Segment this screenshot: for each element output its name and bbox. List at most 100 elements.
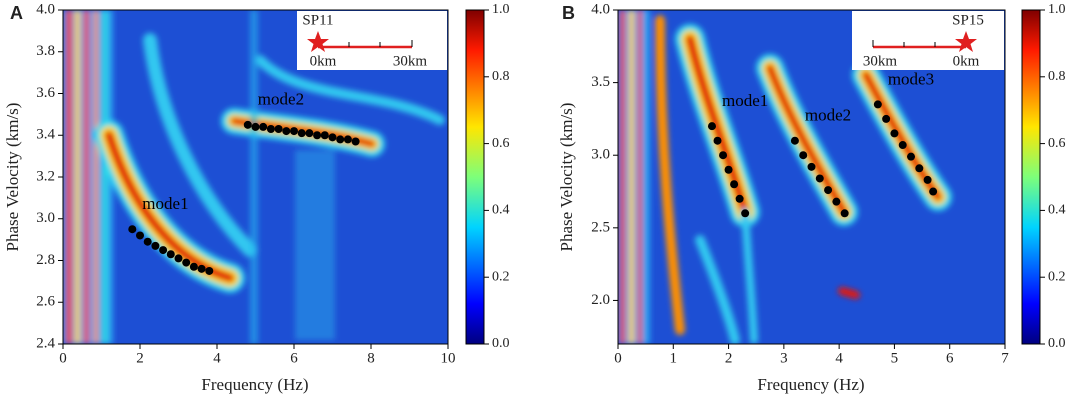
data-point xyxy=(898,141,907,150)
data-point xyxy=(182,258,191,267)
data-point xyxy=(923,175,932,184)
data-point xyxy=(713,136,722,145)
scale-label: 0km xyxy=(953,53,980,69)
x-tick-label: 6 xyxy=(946,350,954,366)
series-label: mode2 xyxy=(258,90,304,109)
y-tick-label: 3.8 xyxy=(36,43,55,59)
x-tick-label: 4 xyxy=(835,350,843,366)
x-tick-label: 3 xyxy=(780,350,788,366)
data-point xyxy=(336,135,345,144)
colorbar-tick-label: 0.8 xyxy=(1048,69,1066,84)
data-point xyxy=(343,135,352,144)
x-tick-label: 2 xyxy=(725,350,733,366)
data-point xyxy=(840,209,849,218)
series-label: mode1 xyxy=(722,91,768,110)
data-point xyxy=(724,165,733,174)
y-tick-label: 3.0 xyxy=(591,147,610,163)
colorbar xyxy=(1021,9,1041,345)
scale-label: 30km xyxy=(863,53,898,69)
data-point xyxy=(251,122,260,131)
y-tick-label: 2.0 xyxy=(591,292,610,308)
y-tick-label: 4.0 xyxy=(591,1,610,17)
y-tick-label: 2.6 xyxy=(36,294,55,310)
x-tick-label: 1 xyxy=(670,350,678,366)
data-point xyxy=(274,124,283,133)
data-point xyxy=(166,250,175,259)
x-tick-label: 5 xyxy=(891,350,899,366)
x-tick-label: 7 xyxy=(1001,350,1009,366)
data-point xyxy=(205,266,214,275)
data-point xyxy=(799,151,808,160)
x-tick-label: 4 xyxy=(213,350,221,366)
data-point xyxy=(735,194,744,203)
scale-label: 0km xyxy=(310,53,337,69)
data-point xyxy=(890,129,899,138)
data-point xyxy=(143,237,152,246)
data-point xyxy=(730,180,739,189)
x-axis-title: Frequency (Hz) xyxy=(757,375,864,394)
y-tick-label: 2.8 xyxy=(36,252,55,268)
data-point xyxy=(741,209,750,218)
data-point xyxy=(259,122,268,131)
panel-label: A xyxy=(10,3,23,23)
data-point xyxy=(929,187,938,196)
data-point xyxy=(266,124,275,133)
y-tick-label: 3.6 xyxy=(36,85,55,101)
x-tick-label: 8 xyxy=(367,350,375,366)
data-point xyxy=(282,127,291,136)
data-point xyxy=(197,264,206,273)
x-tick-label: 10 xyxy=(441,350,456,366)
scale-label: 30km xyxy=(393,53,428,69)
data-point xyxy=(719,151,728,160)
colorbar-tick-label: 0.4 xyxy=(1048,203,1066,218)
data-point xyxy=(815,174,824,183)
data-point xyxy=(824,186,833,195)
data-point xyxy=(305,129,314,138)
y-tick-label: 2.5 xyxy=(591,219,610,235)
data-point xyxy=(832,197,841,206)
data-point xyxy=(915,164,924,173)
x-tick-label: 0 xyxy=(614,350,622,366)
station-label: SP11 xyxy=(302,12,333,28)
plot-frame xyxy=(617,9,1006,345)
series-label: mode2 xyxy=(805,106,851,125)
colorbar-tick-label: 0.4 xyxy=(492,203,510,218)
data-point xyxy=(882,114,891,123)
colorbar-tick-label: 1.0 xyxy=(492,2,510,17)
colorbar xyxy=(465,9,485,345)
data-point xyxy=(151,241,160,250)
data-point xyxy=(243,120,252,129)
y-tick-label: 4.0 xyxy=(36,1,55,17)
x-tick-label: 0 xyxy=(59,350,67,366)
colorbar-tick-label: 0.2 xyxy=(492,269,510,284)
series-label: mode1 xyxy=(142,194,188,213)
panel-label: B xyxy=(562,3,575,23)
data-point xyxy=(174,254,183,263)
x-tick-label: 6 xyxy=(290,350,298,366)
y-axis-title: Phase Velocity (km/s) xyxy=(3,103,22,252)
data-point xyxy=(790,136,799,145)
data-point xyxy=(807,162,816,171)
colorbar-tick-label: 0.6 xyxy=(492,136,510,151)
data-point xyxy=(320,131,329,140)
y-tick-label: 3.4 xyxy=(36,127,55,143)
x-axis-title: Frequency (Hz) xyxy=(201,375,308,394)
data-point xyxy=(351,137,360,146)
station-label: SP15 xyxy=(952,12,984,28)
data-point xyxy=(313,131,322,140)
data-point xyxy=(297,129,306,138)
inset-map: SP15 30km 0km xyxy=(852,11,1004,70)
colorbar-tick-label: 0.2 xyxy=(1048,269,1066,284)
data-point xyxy=(159,246,168,255)
data-point xyxy=(907,152,916,161)
colorbar-tick-label: 0.6 xyxy=(1048,136,1066,151)
data-point xyxy=(189,262,198,271)
data-point xyxy=(707,122,716,131)
colorbar-tick-label: 0.0 xyxy=(492,336,510,351)
data-point xyxy=(136,231,144,240)
data-point xyxy=(128,225,137,234)
colorbar-tick-label: 0.0 xyxy=(1048,336,1066,351)
data-point xyxy=(290,127,298,136)
inset-map: SP11 0km 30km xyxy=(297,11,447,70)
